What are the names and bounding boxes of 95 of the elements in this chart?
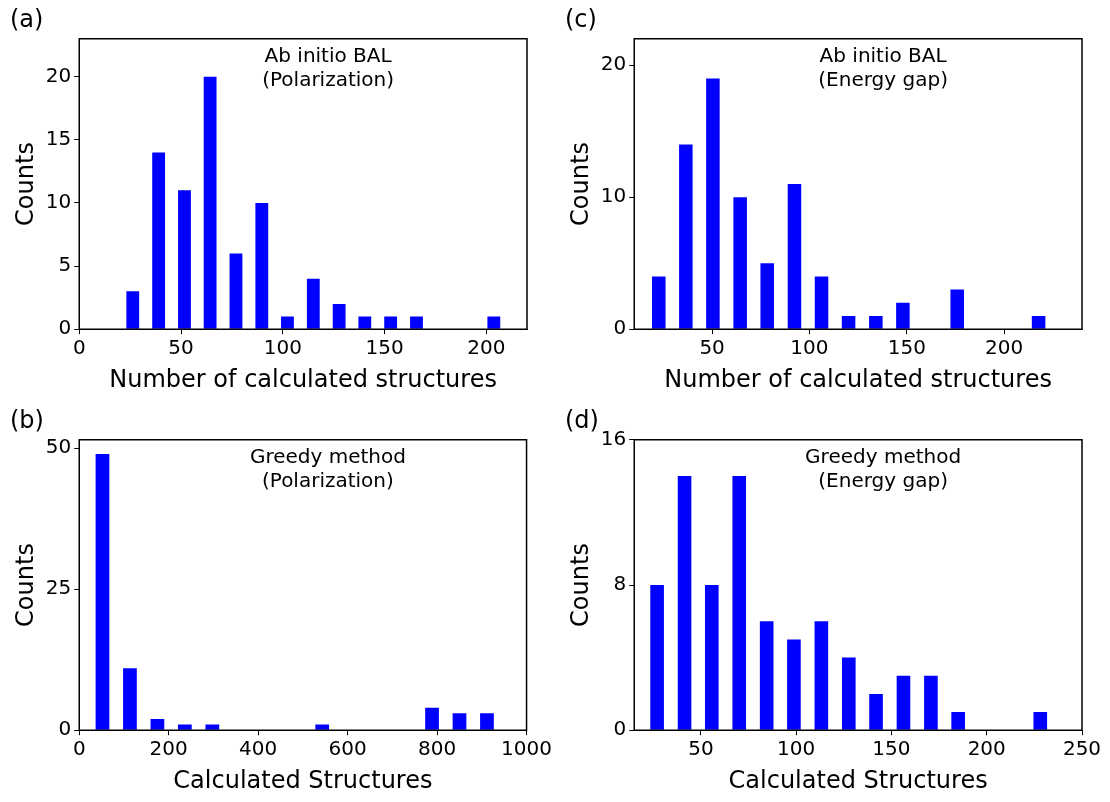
bar <box>123 668 137 730</box>
bar <box>951 712 965 730</box>
bar <box>704 585 719 730</box>
y-tick-label: 5 <box>58 252 72 277</box>
bar <box>924 675 938 730</box>
x-axis-title: Number of calculated structures <box>109 364 497 393</box>
annotation: (Polarization) <box>262 67 395 91</box>
bar <box>306 278 320 329</box>
y-axis-title: Counts <box>10 543 39 627</box>
bar <box>358 316 372 329</box>
y-tick-label: 50 <box>45 434 72 459</box>
x-axis-title: Number of calculated structures <box>664 364 1052 393</box>
x-tick-label: 400 <box>239 736 278 761</box>
bar <box>1033 712 1048 730</box>
bar <box>229 253 243 329</box>
bar <box>733 197 747 329</box>
y-axis-title: Counts <box>565 142 594 226</box>
y-tick-label: 0 <box>58 315 72 340</box>
bar <box>814 621 829 730</box>
bar <box>452 713 467 730</box>
bar <box>760 263 774 329</box>
x-tick-label: 50 <box>699 335 725 360</box>
chart-title: (a) <box>10 4 44 33</box>
y-axis-title: Counts <box>565 543 594 627</box>
x-tick-label: 600 <box>328 736 367 761</box>
bar <box>841 657 856 730</box>
annotation: (Polarization) <box>261 468 394 492</box>
bar <box>425 707 439 730</box>
x-axis-title: Calculated Structures <box>173 765 433 794</box>
bar <box>152 152 166 329</box>
annotation: Ab initio BAL <box>819 43 948 67</box>
annotation: Ab initio BAL <box>264 43 393 67</box>
x-tick-label: 200 <box>467 335 506 360</box>
bar <box>650 585 664 730</box>
bar <box>410 316 423 329</box>
bar <box>787 184 802 329</box>
bar <box>1031 316 1046 329</box>
bar <box>652 276 666 329</box>
bar <box>896 302 910 329</box>
bar <box>869 316 883 329</box>
bar <box>95 453 110 730</box>
bar <box>841 316 856 329</box>
x-tick-label: 800 <box>418 736 457 761</box>
y-tick-label: 15 <box>45 126 72 151</box>
bar <box>255 202 269 329</box>
bar <box>706 78 720 329</box>
y-tick-label: 0 <box>58 716 72 741</box>
annotation: (Energy gap) <box>818 468 948 492</box>
bar <box>677 476 692 730</box>
chart-title: (d) <box>565 405 599 434</box>
y-tick-label: 20 <box>600 51 627 76</box>
x-tick-label: 50 <box>688 736 714 761</box>
chart-title: (c) <box>565 4 597 33</box>
bar <box>281 316 294 329</box>
x-axis-title: Calculated Structures <box>728 765 988 794</box>
bar <box>759 621 774 730</box>
x-tick-label: 250 <box>1062 736 1102 761</box>
annotation: Greedy method <box>805 444 962 468</box>
x-tick-label: 100 <box>777 736 816 761</box>
y-tick-label: 8 <box>613 571 627 596</box>
bar <box>732 476 747 730</box>
bar <box>814 276 829 329</box>
bar <box>332 303 346 329</box>
x-tick-label: 200 <box>149 736 188 761</box>
bar <box>178 190 191 329</box>
x-tick-label: 150 <box>365 335 404 360</box>
y-tick-label: 10 <box>45 189 72 214</box>
x-tick-label: 150 <box>872 736 911 761</box>
x-tick-label: 100 <box>790 335 829 360</box>
bar <box>896 675 911 730</box>
y-tick-label: 0 <box>613 315 627 340</box>
x-tick-label: 200 <box>985 335 1024 360</box>
bar <box>203 76 217 329</box>
bar <box>869 693 883 730</box>
bar <box>679 144 693 329</box>
y-tick-label: 10 <box>600 183 627 208</box>
y-tick-label: 16 <box>600 426 627 450</box>
bar <box>126 291 140 329</box>
y-axis-title: Counts <box>10 142 39 226</box>
x-tick-label: 150 <box>887 335 926 360</box>
bar <box>384 316 398 329</box>
y-tick-label: 20 <box>45 62 72 87</box>
bar <box>487 316 501 329</box>
x-tick-label: 1000 <box>501 736 552 761</box>
annotation: Greedy method <box>249 444 406 468</box>
x-tick-label: 100 <box>263 335 302 360</box>
x-tick-label: 50 <box>168 335 194 360</box>
annotation: (Energy gap) <box>818 67 948 91</box>
y-tick-label: 25 <box>45 575 72 600</box>
bar <box>950 289 964 329</box>
y-tick-label: 0 <box>613 716 627 741</box>
x-tick-label: 200 <box>967 736 1006 761</box>
bar <box>480 713 494 730</box>
chart-title: (b) <box>10 405 44 434</box>
bar <box>787 639 801 730</box>
